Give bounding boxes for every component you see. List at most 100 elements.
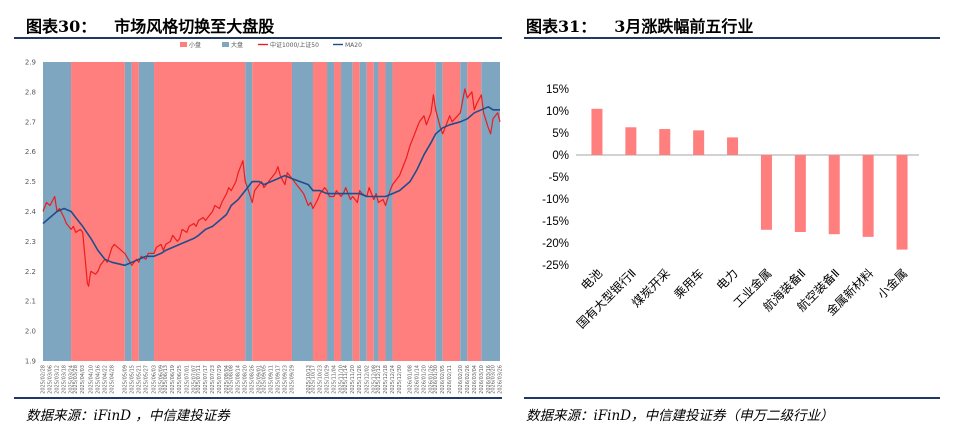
x-tick-label: 2025/12/30 — [397, 365, 403, 394]
y-tick-label: 5% — [552, 128, 569, 140]
y-tick-label: -10% — [542, 194, 569, 206]
x-tick-label: 2025/09/01 — [257, 365, 263, 394]
legend-swatch — [180, 42, 187, 47]
y-tick-label: 10% — [546, 106, 569, 118]
x-tick-label: 2025/06/03 — [152, 365, 158, 394]
right-figure-number: 图表31： — [526, 17, 597, 36]
y-tick-label: -25% — [542, 260, 569, 272]
x-tick-label: 2025/03/18 — [62, 365, 68, 394]
category-label: 乘用车 — [671, 266, 707, 302]
large-cap-regime-band — [138, 62, 155, 361]
legend-label: 大盘 — [231, 41, 243, 49]
large-cap-regime-band — [327, 62, 335, 361]
small-cap-regime-band — [252, 62, 292, 361]
y-tick-label: 0% — [552, 150, 569, 162]
x-tick-label: 2025/11/20 — [350, 365, 356, 394]
category-label: 小金属 — [874, 266, 910, 302]
large-cap-regime-band — [460, 62, 468, 361]
x-tick-label: 2026/02/26 — [465, 365, 471, 394]
x-tick-label: 2026/03/16 — [486, 365, 492, 394]
x-tick-label: 2025/10/23 — [318, 365, 324, 394]
x-tick-label: 2026/01/08 — [408, 365, 414, 394]
style-switch-chart: 2.9 2.8 2.7 2.6 2.5 2.4 2.3 2.2 2.1 2.0 1.9 2025/02… — [25, 41, 504, 394]
right-figure-panel: 图表31： 3月涨跌幅前五行业 15% 10% 5% 0% -5% -10% -15% -20%… — [524, 0, 960, 436]
right-footer-rule — [524, 397, 940, 399]
x-tick-label: 2025/12/12 — [376, 365, 382, 394]
small-cap-regime-band — [131, 62, 139, 361]
x-tick-label: 2025/03/12 — [55, 365, 61, 394]
x-tick-label: 2025/09/23 — [282, 365, 288, 394]
y-tick-label: 2.0 — [25, 328, 36, 336]
y-tick-label: 2.3 — [25, 238, 36, 246]
legend-label: MA20 — [345, 42, 362, 49]
large-cap-regime-band — [341, 62, 353, 361]
category-label: 电力 — [714, 266, 741, 293]
legend-label: 小盘 — [189, 41, 201, 49]
x-tick-label: 2025/08/26 — [250, 365, 256, 394]
x-tick-label: 2025/03/24 — [69, 365, 75, 394]
x-tick-label: 2025/08/04 — [224, 365, 230, 394]
x-tick-label: 2025/11/26 — [357, 365, 363, 394]
x-tick-label: 2025/05/27 — [143, 365, 149, 394]
small-cap-regime-band — [312, 62, 328, 361]
large-cap-regime-band — [373, 62, 379, 361]
left-footer-rule — [14, 397, 502, 399]
y-tick-label: 2.2 — [25, 268, 36, 276]
x-tick-label: 2025/12/24 — [390, 365, 396, 394]
y-tick-label: 2.4 — [25, 208, 37, 216]
x-tick-label: 2025/04/28 — [110, 365, 116, 394]
x-tick-label: 2026/02/05 — [440, 365, 446, 394]
large-cap-regime-band — [245, 62, 253, 361]
x-tick-label: 2025/03/28 — [73, 365, 79, 394]
left-figure-title: 图表30： 市场风格切换至大盘股 — [26, 13, 274, 37]
large-cap-regime-band — [481, 62, 500, 361]
x-tick-label: 2025/12/18 — [383, 365, 389, 394]
x-tick-label: 2025/07/23 — [210, 365, 216, 394]
x-tick-label: 2026/03/10 — [479, 365, 485, 394]
right-source-note: 数据来源：iFinD，中信建投证券（申万二级行业） — [526, 408, 834, 424]
x-tick-label: 2025/11/14 — [343, 365, 349, 394]
industry-bar — [862, 155, 874, 237]
left-figure-heading: 市场风格切换至大盘股 — [114, 17, 275, 36]
x-tick-label: 2025/05/15 — [129, 365, 135, 394]
x-tick-label: 2025/04/03 — [80, 365, 86, 394]
x-tick-label: 2025/09/05 — [261, 365, 267, 394]
x-tick-label: 2025/07/01 — [184, 365, 190, 394]
large-cap-regime-band — [291, 62, 313, 361]
x-tick-label: 2025/07/29 — [217, 365, 223, 394]
industry-bar — [693, 130, 705, 155]
x-tick-label: 2025/03/06 — [48, 365, 54, 394]
ma20-line — [42, 106, 500, 267]
x-tick-label: 2025/06/09 — [159, 365, 165, 394]
x-tick-label: 2026/01/20 — [422, 365, 428, 394]
x-tick-label: 2025/10/13 — [306, 365, 312, 394]
y-tick-label: 2.9 — [25, 59, 36, 67]
y-tick-label: -15% — [542, 216, 569, 228]
x-tick-label: 2025/05/09 — [122, 365, 128, 394]
x-tick-label: 2025/09/17 — [275, 365, 281, 394]
industry-bar — [896, 155, 908, 250]
x-tick-label: 2025/04/16 — [95, 365, 101, 394]
category-label: 煤炭开采 — [629, 266, 673, 310]
x-tick-label: 2025/12/08 — [371, 365, 377, 394]
y-tick-label: 15% — [546, 84, 569, 96]
industry-bar — [828, 155, 840, 235]
small-cap-regime-band — [71, 62, 125, 361]
x-tick-label: 2025/11/04 — [332, 365, 338, 394]
x-tick-label: 2025/10/29 — [325, 365, 331, 394]
x-tick-label: 2026/03/26 — [498, 365, 504, 394]
legend-label: 中证1000/上证50 — [270, 41, 319, 49]
x-tick-label: 2025/09/29 — [290, 365, 296, 394]
x-tick-label: 2026/01/26 — [429, 365, 435, 394]
right-figure-title: 图表31： 3月涨跌幅前五行业 — [526, 13, 753, 37]
x-tick-label: 2025/02/28 — [41, 365, 47, 394]
y-tick-label: -5% — [549, 172, 569, 184]
left-figure-number: 图表30： — [26, 17, 97, 36]
y-tick-label: 2.6 — [25, 148, 37, 156]
industry-bar — [794, 155, 806, 232]
y-tick-label: 2.5 — [25, 178, 36, 186]
industry-bar — [591, 108, 603, 155]
y-tick-label: 2.8 — [25, 88, 36, 96]
small-cap-regime-band — [366, 62, 374, 361]
x-tick-label: 2025/06/25 — [177, 365, 183, 394]
